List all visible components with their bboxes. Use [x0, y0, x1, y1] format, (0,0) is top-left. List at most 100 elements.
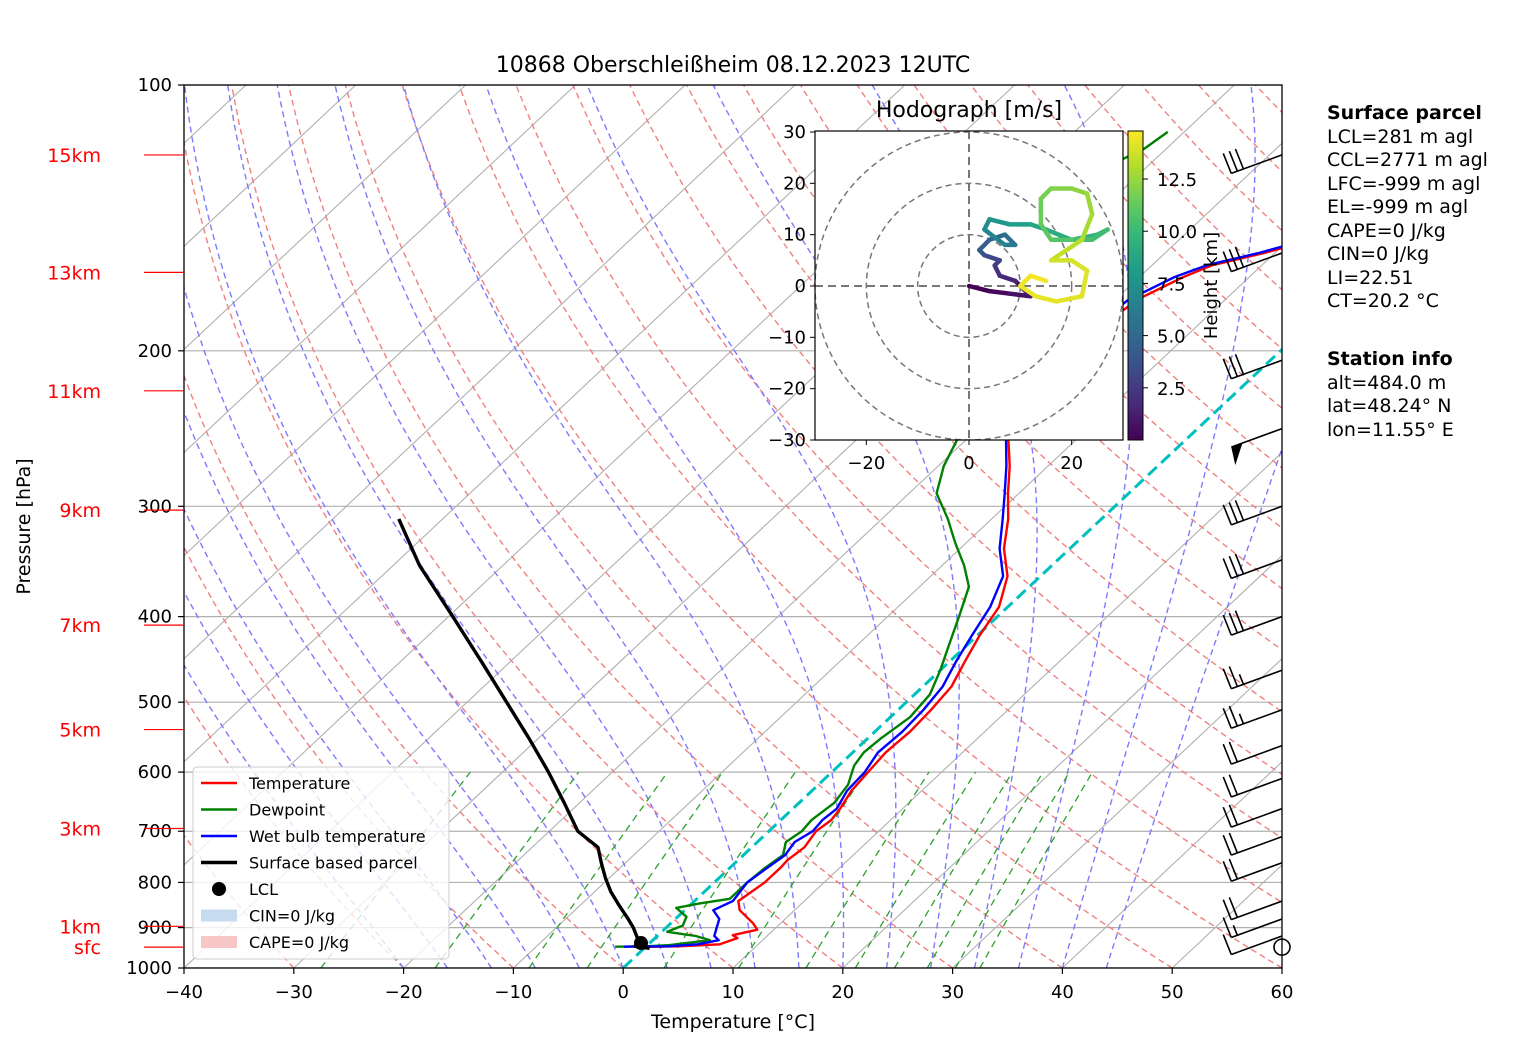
legend-swatch: [212, 882, 226, 896]
y-tick-label: 400: [138, 607, 172, 628]
wind-barb-tick: [1229, 706, 1237, 726]
cin-value: CIN=0 J/kg: [1327, 243, 1488, 267]
wind-barb: [1223, 833, 1282, 855]
wind-barb-tick: [1223, 708, 1231, 728]
wind-barb-tick: [1223, 935, 1231, 955]
wind-barb-tick: [1223, 669, 1231, 689]
wind-barb-staff: [1231, 746, 1282, 765]
wind-barb: [1223, 706, 1282, 728]
ccl-value: CCL=2771 m agl: [1327, 149, 1488, 173]
height-label: 11km: [47, 381, 101, 403]
el-value: EL=-999 m agl: [1327, 196, 1488, 220]
colorbar-label: Height [km]: [1201, 232, 1222, 339]
hodograph-segment: [990, 291, 1011, 294]
mixing-ratio-line: [529, 772, 668, 968]
wind-barb-staff: [1231, 710, 1282, 729]
colorbar-tick-label: 12.5: [1157, 170, 1197, 191]
legend-label: CAPE=0 J/kg: [249, 933, 349, 952]
colorbar-tick-label: 7.5: [1157, 274, 1186, 295]
wind-barb-staff: [1231, 670, 1282, 689]
colorbar-tick-label: 10.0: [1157, 222, 1197, 243]
y-tick-label: 500: [138, 692, 172, 713]
height-label: 15km: [47, 145, 101, 167]
ct-value: CT=20.2 °C: [1327, 290, 1488, 314]
wind-barb-tick: [1223, 861, 1231, 881]
wind-barb: [1223, 775, 1282, 797]
x-tick-label: 40: [1051, 982, 1074, 1003]
x-tick-label: −30: [275, 982, 313, 1003]
x-tick-label: 20: [831, 982, 854, 1003]
x-tick-label: 30: [941, 982, 964, 1003]
legend-swatch: [201, 936, 237, 948]
x-tick-label: 60: [1271, 982, 1294, 1003]
wind-barb: [1223, 859, 1282, 881]
y-tick-label: 1000: [126, 958, 172, 979]
height-label: 3km: [59, 818, 101, 840]
wind-barb-tick: [1223, 777, 1231, 797]
mixing-ratio-line: [435, 772, 579, 968]
legend-label: LCL: [249, 880, 278, 899]
legend-label: Wet bulb temperature: [249, 827, 426, 846]
wind-barb-tick: [1229, 357, 1237, 377]
x-axis-label: Temperature [°C]: [650, 1011, 815, 1033]
y-tick-label: 700: [138, 821, 172, 842]
wind-barb-tick: [1235, 354, 1243, 374]
wind-barb-tick: [1223, 505, 1231, 525]
wind-barb-tick: [1235, 500, 1243, 520]
wind-barb-staff: [1231, 809, 1282, 828]
height-label: 7km: [59, 615, 101, 637]
wind-barb-tick: [1229, 151, 1237, 171]
hodograph-y-tick-label: 20: [783, 173, 806, 194]
wind-barb-tick: [1223, 153, 1231, 173]
y-tick-label: 300: [138, 496, 172, 517]
wind-barb-tick: [1223, 835, 1231, 855]
lfc-value: LFC=-999 m agl: [1327, 173, 1488, 197]
hodograph-x-tick-label: −20: [847, 453, 885, 474]
wind-barb-staff: [1231, 919, 1282, 938]
hodograph-y-tick-label: −20: [768, 379, 806, 400]
lcl-value: LCL=281 m agl: [1327, 126, 1488, 150]
height-label: sfc: [74, 937, 101, 959]
height-label: 13km: [47, 262, 101, 284]
wind-barb: [1223, 742, 1282, 764]
height-label: 9km: [59, 500, 101, 522]
wind-barb-tick: [1229, 667, 1237, 687]
surface-parcel-header: Surface parcel: [1327, 102, 1488, 126]
wind-barb-tick: [1223, 615, 1231, 635]
x-tick-label: −20: [385, 982, 423, 1003]
hodograph-x-tick-label: 0: [963, 453, 974, 474]
wind-barb: [1223, 897, 1282, 919]
x-tick-label: 10: [722, 982, 745, 1003]
wind-barb-tick: [1229, 556, 1237, 576]
x-tick-label: 0: [617, 982, 628, 1003]
wind-barb-half: [1239, 674, 1243, 684]
legend-swatch: [201, 910, 237, 922]
colorbar-tick-label: 5.0: [1157, 327, 1186, 348]
wind-barb-staff: [1231, 901, 1282, 920]
wind-barb-half: [1239, 714, 1243, 724]
colorbar: [1128, 131, 1143, 440]
station-altitude: alt=484.0 m: [1327, 372, 1454, 396]
wind-barb-tick: [1229, 775, 1237, 795]
y-tick-label: 600: [138, 762, 172, 783]
hodograph-y-tick-label: 10: [783, 225, 806, 246]
wind-barb-tick: [1229, 742, 1237, 762]
y-tick-label: 900: [138, 918, 172, 939]
legend-label: Surface based parcel: [249, 854, 418, 873]
wind-barb-tick: [1229, 833, 1237, 853]
hodograph-y-tick-label: 30: [783, 122, 806, 143]
cape-value: CAPE=0 J/kg: [1327, 220, 1488, 244]
wind-barb: [1223, 611, 1282, 635]
legend-label: Temperature: [248, 774, 350, 793]
y-tick-label: 200: [138, 341, 172, 362]
wind-barb-tick: [1235, 149, 1243, 169]
wind-barb: [1223, 667, 1282, 689]
surface-parcel-info: Surface parcel LCL=281 m agl CCL=2771 m …: [1327, 102, 1488, 314]
height-label: 5km: [59, 720, 101, 742]
mixing-ratio-line: [980, 772, 1093, 968]
station-info: Station info alt=484.0 m lat=48.24° N lo…: [1327, 348, 1454, 442]
